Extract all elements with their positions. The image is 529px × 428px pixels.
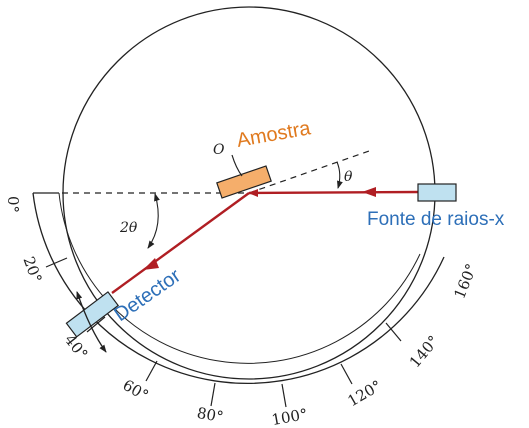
- scale-label-160: 160°: [450, 261, 480, 301]
- sample-label: Amostra: [235, 117, 313, 152]
- scale-label-80: 80°: [196, 404, 225, 426]
- theta-label: θ: [344, 169, 353, 185]
- origin-label: O: [213, 142, 225, 158]
- x-ray-source: [417, 183, 457, 202]
- scale-label-40: 40°: [61, 331, 92, 363]
- scale-arc-inner: [58, 192, 421, 364]
- two-theta-arc: [147, 193, 160, 249]
- incident-beam-arrowhead: [362, 187, 376, 197]
- scale-label-100: 100°: [270, 405, 309, 428]
- scale-ticks: [33, 192, 402, 408]
- detector-motion-arrow: [76, 291, 107, 353]
- detector-label: Detector: [110, 265, 185, 327]
- scale-label-0: 0°: [4, 196, 22, 213]
- scale-arc-outer: [32, 192, 445, 384]
- incident-beam: [248, 188, 421, 197]
- two-theta-label: 2θ: [119, 220, 138, 236]
- diffracted-beam-arrowhead: [143, 258, 159, 270]
- diffracted-beam: [111, 192, 250, 294]
- scale-label-140: 140°: [406, 332, 443, 371]
- theta-arc: [336, 161, 343, 189]
- origin-pointer: [231, 154, 243, 177]
- source-label: Fonte de raios-x: [367, 209, 505, 230]
- scale-label-20: 20°: [20, 254, 46, 285]
